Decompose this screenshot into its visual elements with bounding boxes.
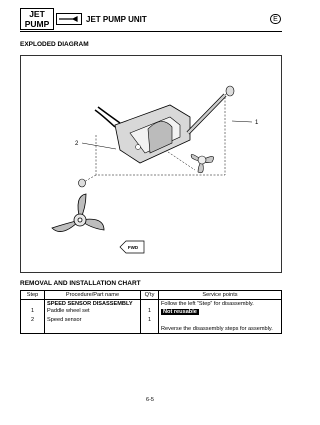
column-header: Procedure/Part name (44, 290, 141, 300)
procedure: SPEED SENSOR DISASSEMBLY (44, 299, 141, 307)
table-row: 1 Paddle wheel set 1 Not reusable (20, 307, 282, 316)
exploded-diagram: 1 2 FWD (20, 55, 282, 273)
jet-icon (56, 13, 82, 25)
column-header: Step (20, 290, 45, 300)
table-row: 2 Speed sensor 1 (20, 316, 282, 323)
page: JET PUMP JET PUMP UNIT E EXPLODED DIAGRA… (20, 8, 282, 403)
table-row: SPEED SENSOR DISASSEMBLY Follow the left… (20, 299, 282, 307)
quantity: 1 (140, 316, 159, 323)
callout: 2 (75, 141, 79, 147)
page-title: JET PUMP UNIT (86, 15, 147, 24)
removal-chart: Step Procedure/Part name Q'ty Service po… (20, 290, 282, 334)
section-title: EXPLODED DIAGRAM (20, 41, 89, 48)
column-header: Q'ty (140, 290, 159, 300)
header-rule (20, 31, 282, 32)
section-badge: JET PUMP (20, 8, 54, 30)
quantity: 1 (140, 307, 159, 316)
step: 2 (20, 316, 45, 323)
direction-label: FWD (128, 245, 139, 250)
callout: 1 (255, 120, 259, 126)
part-name: Paddle wheel set (44, 307, 141, 316)
header-row: Step Procedure/Part name Q'ty Service po… (20, 290, 282, 300)
column-header: Service points (158, 290, 282, 300)
table-row: Reverse the disassembly steps for assemb… (20, 323, 282, 334)
note: Reverse the disassembly steps for assemb… (158, 323, 282, 334)
section-title: REMOVAL AND INSTALLATION CHART (20, 280, 141, 287)
service-point: Follow the left “Step” for disassembly. (158, 299, 282, 307)
page-number: 6-5 (146, 397, 154, 403)
part-name: Speed sensor (44, 316, 141, 323)
badge-line: JET (29, 9, 45, 19)
badge-line: PUMP (24, 18, 50, 29)
warning-badge: Not reusable (161, 308, 199, 315)
step: 1 (20, 307, 45, 316)
language-mark: E (270, 14, 281, 24)
